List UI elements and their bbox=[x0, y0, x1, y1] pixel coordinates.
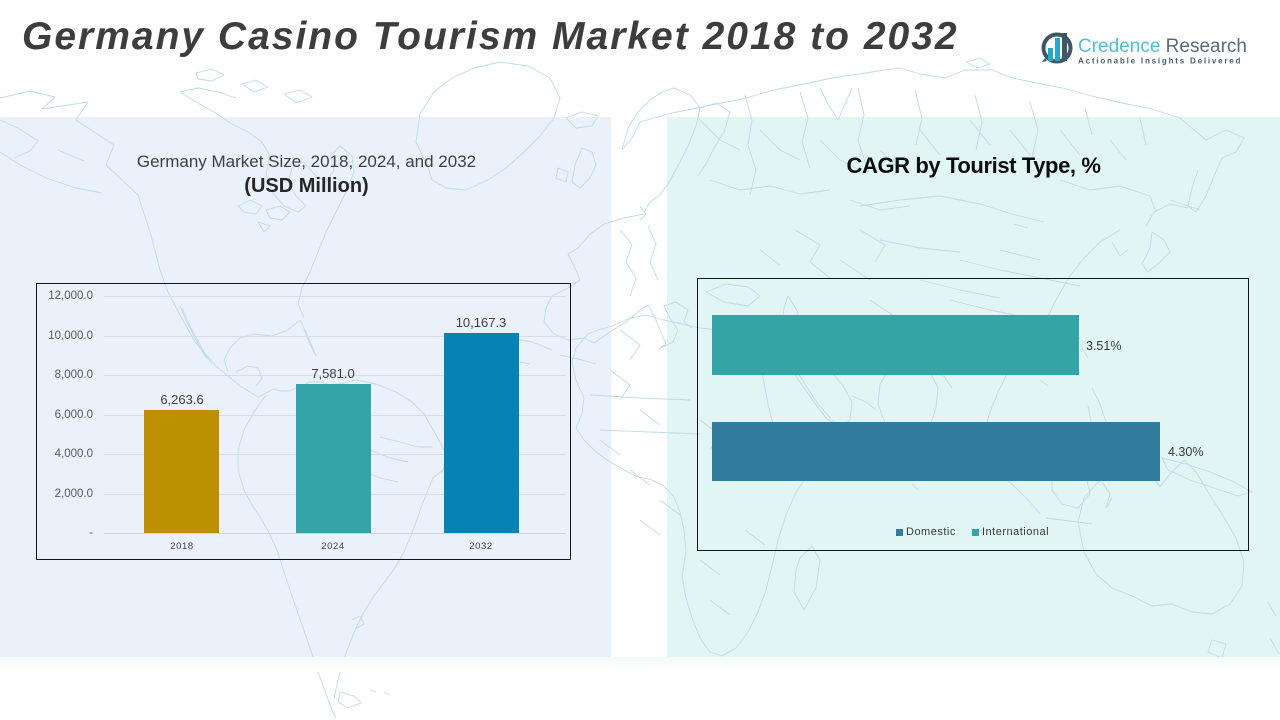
svg-text:Credence Research: Credence Research bbox=[1078, 36, 1247, 57]
svg-text:Actionable Insights Delivered: Actionable Insights Delivered bbox=[1078, 57, 1242, 66]
